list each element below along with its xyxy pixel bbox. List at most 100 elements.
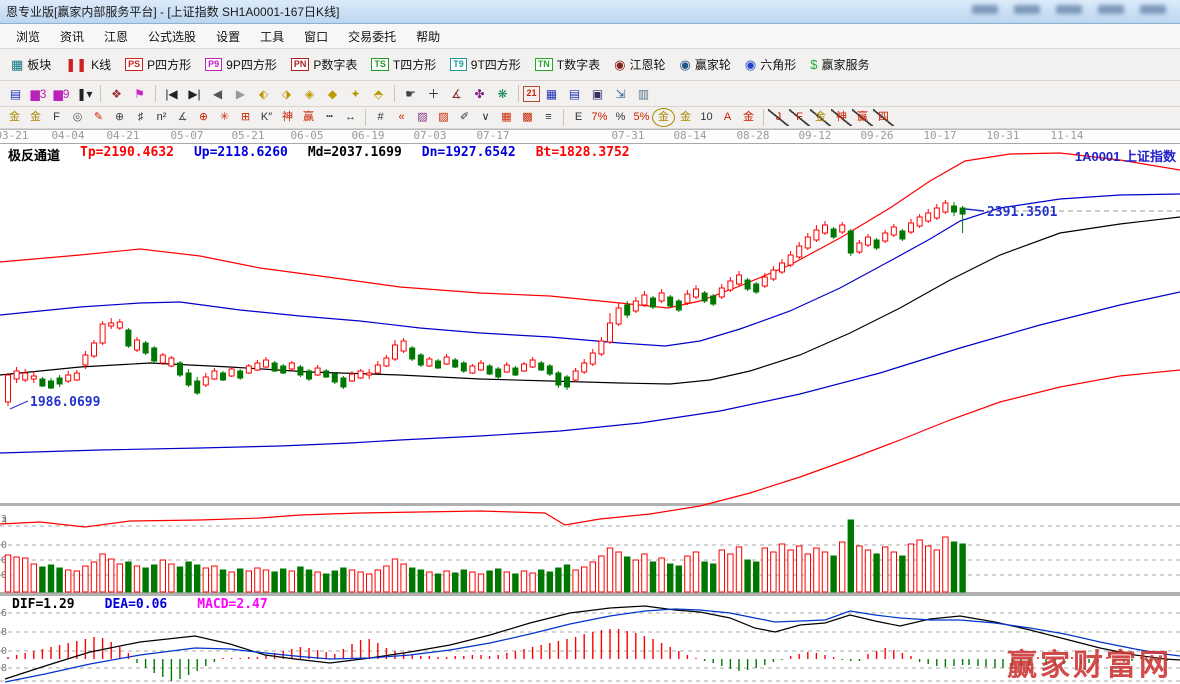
t-number-table-label: T数字表	[556, 58, 601, 72]
toolbar-button-gann-wheel[interactable]: ◉ 江恩轮	[614, 56, 665, 73]
calculator-icon[interactable]: ▦	[545, 86, 558, 101]
angle-shen-tool-icon[interactable]: 神	[831, 109, 852, 126]
chart-9-icon[interactable]: ▆9	[53, 86, 70, 101]
red-grid2-tool-icon[interactable]: ▩	[522, 111, 533, 123]
h-bar-tool-icon[interactable]: #	[377, 111, 384, 123]
star-target-tool-icon[interactable]: ✳	[219, 111, 230, 123]
percent-tool-icon[interactable]: %	[615, 111, 626, 123]
fan-box-tool-icon[interactable]: ▨	[417, 111, 428, 123]
diamond-left-icon[interactable]: ⬖	[258, 86, 269, 101]
legend-value-4: Bt=1828.3752	[535, 145, 630, 160]
fan-box2-tool-icon[interactable]: ▨	[438, 111, 449, 123]
toolbar-button-hexagon-wheel[interactable]: ◉ 六角形	[745, 56, 796, 73]
diamond-star-icon[interactable]: ✦	[350, 86, 361, 101]
pen10-tool-icon[interactable]: 10	[700, 111, 713, 123]
nav-next-icon[interactable]: ▶	[235, 86, 246, 101]
diamond-horizontal-icon[interactable]: ◈	[304, 86, 315, 101]
toolbar-button-t-square[interactable]: TS T四方形	[371, 56, 436, 73]
gold-ruler-1-icon[interactable]: 金	[9, 111, 20, 123]
toolbar-button-kline[interactable]: ❚❚ K线	[65, 56, 111, 73]
spiral-tool-icon[interactable]: ◎	[72, 111, 83, 123]
angle-f-tool-icon[interactable]: F	[789, 109, 810, 126]
toolbar-button-9t-square[interactable]: T9 9T四方形	[450, 56, 521, 73]
hand-tool-icon[interactable]: ☛	[405, 86, 416, 101]
gold-ruler-2-icon[interactable]: 金	[30, 111, 41, 123]
hexagon-wheel-label: 六角形	[760, 58, 797, 72]
compass-tool-icon[interactable]: ⊕	[114, 111, 125, 123]
v-lines-tool-icon[interactable]: ∨	[481, 111, 490, 123]
calendar-icon[interactable]: 21	[523, 85, 540, 102]
color-flag-icon[interactable]: ⚑	[134, 86, 145, 101]
gann-shape-icon[interactable]: ❖	[111, 86, 122, 101]
angle-si-tool-icon[interactable]: 四	[873, 109, 894, 126]
candle-style-icon[interactable]: ❚▾	[76, 86, 93, 101]
toolbar-button-t-number-table[interactable]: TN T数字表	[534, 56, 601, 73]
gold-red-tool-icon[interactable]: 金	[743, 111, 754, 123]
toolbar-button-winner-wheel[interactable]: ◉ 赢家轮	[679, 56, 730, 73]
angle-ying-tool-icon[interactable]: 赢	[852, 109, 873, 126]
diamond-cross-icon[interactable]: ◆	[327, 86, 338, 101]
menu-item-5[interactable]: 工具	[260, 29, 285, 44]
date-tick: 10-17	[923, 129, 957, 142]
angle-mirror-tool-icon[interactable]: ∡	[177, 111, 188, 123]
comb-tool-icon[interactable]: ♯	[137, 111, 144, 123]
toolbar-button-sector-blocks[interactable]: ▦ 板块	[11, 56, 51, 73]
chart-area[interactable]: 极反通道 Tp=2190.4632 Up=2118.6260 Md=2037.169…	[0, 144, 1180, 684]
chart-3-icon[interactable]: ▆3	[30, 86, 47, 101]
svg-text:8: 8	[1, 627, 7, 638]
ruler-123-tool-icon[interactable]: ┅	[326, 111, 333, 123]
toolbar-button-winner-service[interactable]: $ 赢家服务	[810, 56, 869, 73]
red-grid-tool-icon[interactable]: ▦	[501, 111, 512, 123]
grid-target-tool-icon[interactable]: ⊞	[240, 111, 251, 123]
a-fan-tool-icon[interactable]: A	[723, 111, 732, 123]
print-icon[interactable]: ▥	[637, 86, 650, 101]
angle-line-tool-icon[interactable]: ∡	[451, 86, 462, 101]
nav-prev-icon[interactable]: ◀	[212, 86, 223, 101]
clover-green-tool-icon[interactable]: ❋	[497, 86, 508, 101]
angle-gold-tool-icon[interactable]: 金	[810, 109, 831, 126]
parallel-lines-tool-icon[interactable]: ≡	[545, 111, 552, 123]
fan-lines-tool-icon[interactable]: «	[398, 111, 405, 123]
notes-icon[interactable]: ▤	[568, 86, 581, 101]
notepad-icon[interactable]: ▤	[9, 86, 22, 101]
toolbar-button-p-number-table[interactable]: PN P数字表	[290, 56, 357, 73]
menu-item-4[interactable]: 设置	[216, 29, 241, 44]
gold-circle-tool-icon[interactable]: 金	[652, 108, 675, 127]
percent5-tool-icon[interactable]: 5%	[633, 111, 650, 123]
diamond-expand-icon[interactable]: ⬘	[373, 86, 384, 101]
toolbar-separator	[563, 109, 564, 126]
nav-first-icon[interactable]: |◀	[165, 86, 178, 101]
e-scale-tool-icon[interactable]: E	[574, 111, 583, 123]
k-prime-tool-icon[interactable]: K″	[260, 111, 273, 123]
brush-tool-icon[interactable]: ✎	[93, 111, 104, 123]
save-icon[interactable]: ▣	[591, 86, 604, 101]
nav-last-icon[interactable]: ▶|	[188, 86, 201, 101]
menu-item-6[interactable]: 窗口	[304, 29, 329, 44]
toolbar-button-p-square[interactable]: PS P四方形	[125, 56, 191, 73]
menu-item-3[interactable]: 公式选股	[148, 29, 197, 44]
pencil-angle-tool-icon[interactable]: ✐	[459, 111, 470, 123]
shen-tool-icon[interactable]: 神	[282, 111, 293, 123]
crosshair-tool-icon[interactable]: ＋	[427, 86, 440, 101]
menu-item-1[interactable]: 资讯	[60, 29, 85, 44]
t-number-table-icon: TN	[534, 58, 553, 71]
export-icon[interactable]: ⇲	[615, 86, 626, 101]
angle-j-tool-icon[interactable]: J	[768, 109, 789, 126]
f-ruler-icon[interactable]: F	[53, 111, 60, 123]
menu-item-0[interactable]: 浏览	[16, 29, 41, 44]
toolbar-button-9p-square[interactable]: P9 9P四方形	[205, 56, 277, 73]
menu-item-7[interactable]: 交易委托	[348, 29, 397, 44]
menu-item-8[interactable]: 帮助	[416, 29, 441, 44]
diamond-right-icon[interactable]: ⬗	[281, 86, 292, 101]
gann-wheel-icon: ◉	[614, 57, 626, 72]
clover-purple-tool-icon[interactable]: ✤	[474, 86, 485, 101]
ying-tool-icon[interactable]: 赢	[303, 111, 314, 123]
percent7-tool-icon[interactable]: 7%	[591, 111, 608, 123]
circle-target-tool-icon[interactable]: ⊕	[198, 111, 209, 123]
width-arrow-tool-icon[interactable]: ↔	[345, 111, 356, 123]
menu-item-2[interactable]: 江恩	[104, 29, 129, 44]
gold-lines-tool-icon[interactable]: 金	[680, 111, 691, 123]
n-square-tool-icon[interactable]: n²	[156, 111, 167, 123]
